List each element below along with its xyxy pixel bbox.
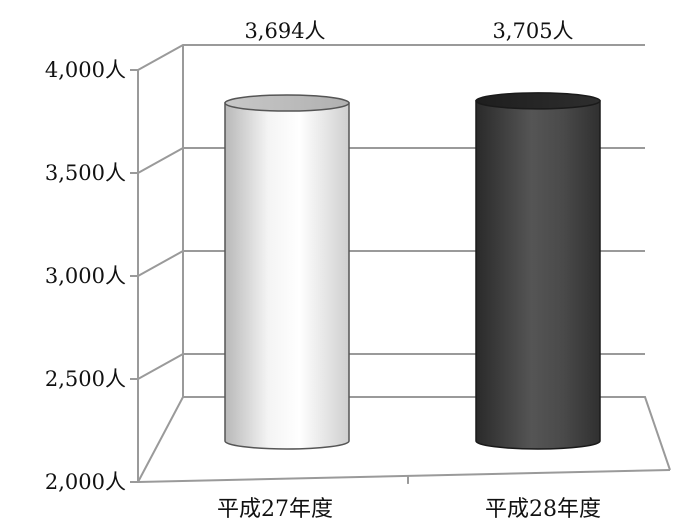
y-tick-label: 4,000人 xyxy=(45,58,126,82)
labels: 2,000人 2,500人 3,000人 3,500人 4,000人 3,694人平成27… xyxy=(45,19,601,522)
gridline xyxy=(137,44,645,71)
x-axis-line xyxy=(137,469,671,483)
y-tick-label: 2,000人 xyxy=(45,470,126,494)
bar-body xyxy=(475,100,601,450)
bar-top xyxy=(475,92,601,110)
x-category-label: 平成28年度 xyxy=(485,497,601,522)
bars xyxy=(224,92,601,450)
x-category-label: 平成27年度 xyxy=(217,497,333,522)
axes xyxy=(130,45,671,484)
y-tick-label: 3,000人 xyxy=(45,264,126,288)
bar-cylinder xyxy=(224,94,350,450)
y-tick-label: 3,500人 xyxy=(45,161,126,185)
bar-cylinder xyxy=(475,92,601,450)
data-label: 3,705人 xyxy=(492,19,573,43)
data-label: 3,694人 xyxy=(244,19,325,43)
y-tick-label: 2,500人 xyxy=(45,367,126,391)
floor-outline xyxy=(137,396,671,483)
bar-top xyxy=(224,94,350,112)
bar-body xyxy=(224,102,350,450)
